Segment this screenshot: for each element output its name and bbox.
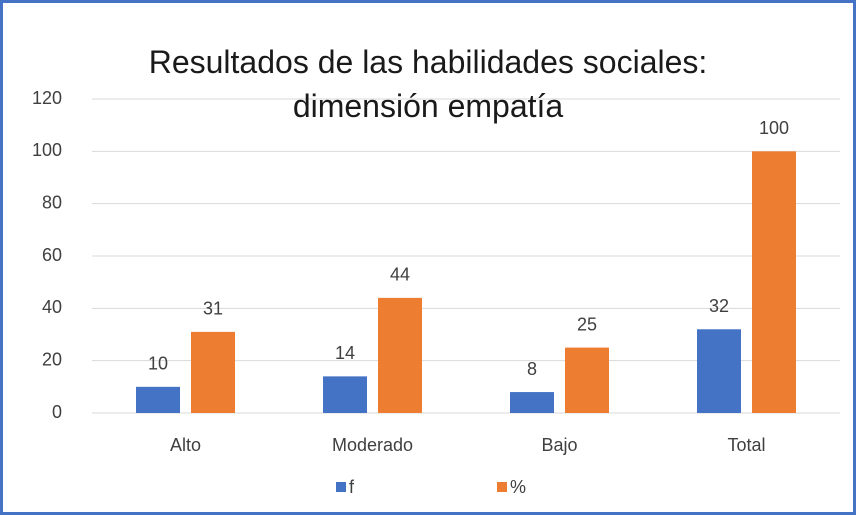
data-label: 8	[527, 359, 537, 379]
bar	[378, 297, 422, 413]
data-label: 31	[203, 299, 223, 319]
bar	[136, 386, 180, 413]
data-label: 10	[148, 354, 168, 374]
bar	[510, 392, 554, 413]
y-tick-label: 0	[52, 402, 62, 422]
data-label: 44	[390, 265, 410, 285]
x-tick-label: Bajo	[541, 435, 577, 455]
data-label: 32	[709, 296, 729, 316]
x-tick-label: Alto	[170, 435, 201, 455]
bar	[752, 151, 796, 414]
legend-label: %	[510, 477, 526, 497]
bar	[565, 347, 609, 413]
legend-swatch	[497, 482, 507, 492]
bar	[191, 331, 235, 413]
x-tick-label: Total	[727, 435, 765, 455]
bar	[323, 376, 367, 413]
y-tick-label: 20	[42, 349, 62, 369]
y-tick-label: 60	[42, 245, 62, 265]
y-tick-label: 80	[42, 192, 62, 212]
data-label: 25	[577, 314, 597, 334]
data-label: 100	[759, 118, 789, 138]
y-tick-label: 100	[32, 140, 62, 160]
chart-title: Resultados de las habilidades sociales: …	[148, 44, 708, 124]
legend-swatch	[336, 482, 346, 492]
data-label: 14	[335, 343, 355, 363]
bar	[697, 329, 741, 413]
y-tick-label: 120	[32, 88, 62, 108]
x-tick-label: Moderado	[332, 435, 413, 455]
legend-label: f	[349, 477, 355, 497]
y-tick-label: 40	[42, 297, 62, 317]
